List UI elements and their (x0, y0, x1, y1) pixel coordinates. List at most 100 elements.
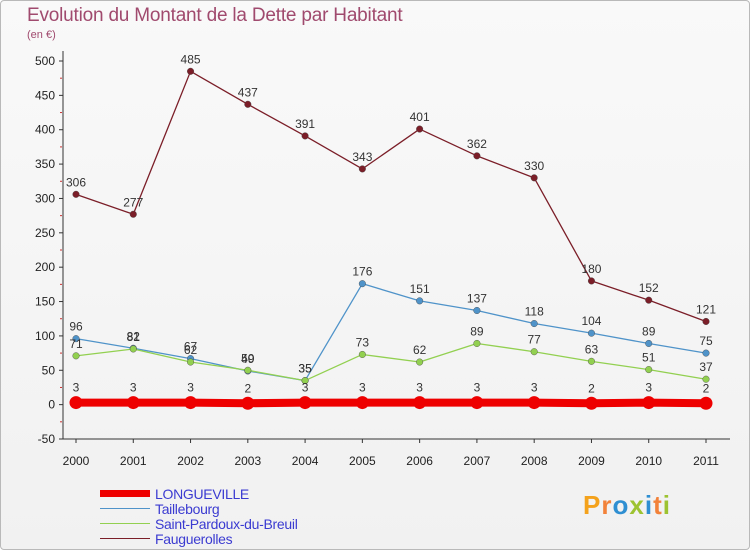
logo-letter: r (601, 490, 613, 520)
data-label: 2 (703, 381, 710, 395)
x-tick-label: 2001 (120, 454, 147, 468)
y-tick-label: 0 (48, 398, 55, 412)
x-tick-label: 2009 (578, 454, 605, 468)
data-label: 391 (295, 117, 315, 131)
data-point (416, 125, 424, 133)
data-label: 180 (581, 262, 601, 276)
legend-swatch-longueville (100, 490, 150, 497)
legend-label-saint-pardoux: Saint-Pardoux-du-Breuil (155, 515, 298, 532)
data-point (699, 396, 713, 410)
data-point (244, 100, 252, 108)
y-tick-label: 200 (35, 260, 55, 274)
data-point (645, 296, 653, 304)
data-label: 49 (241, 352, 255, 366)
data-label: 2 (588, 381, 595, 395)
data-label: 96 (69, 320, 83, 334)
y-tick-label: 100 (35, 329, 55, 343)
data-point (584, 396, 598, 410)
logo-letter: o (612, 490, 630, 520)
logo-letter: i (662, 490, 671, 520)
data-point (642, 396, 656, 410)
data-label: 330 (524, 159, 544, 173)
data-label: 151 (410, 282, 430, 296)
data-point (187, 67, 195, 75)
series-line (75, 283, 707, 382)
y-tick-label: 400 (35, 123, 55, 137)
data-point (72, 335, 80, 343)
series-longueville: 3 3 3 2 3 3 3 3 3 2 3 2 (69, 381, 713, 410)
data-point (530, 320, 538, 328)
data-point (527, 396, 541, 410)
data-point (241, 396, 255, 410)
data-point (702, 375, 710, 383)
data-point (645, 366, 653, 374)
data-label: 104 (581, 314, 601, 328)
data-label: 51 (642, 351, 656, 365)
data-point (473, 152, 481, 160)
series-line (75, 70, 707, 323)
data-label: 3 (73, 381, 80, 395)
data-label: 3 (130, 381, 137, 395)
data-label: 71 (69, 337, 83, 351)
legend-swatch-saint-pardoux (100, 523, 150, 524)
data-point (702, 317, 710, 325)
data-point (187, 358, 195, 366)
data-label: 77 (528, 333, 542, 347)
logo-letter: P (583, 490, 602, 520)
data-point (355, 396, 369, 410)
legend-item-saint-pardoux: Saint-Pardoux-du-Breuil (100, 515, 298, 532)
data-label: 3 (359, 381, 366, 395)
legend-item-faugueroll​es: Faugueroll​es (100, 530, 298, 547)
legend-item-longueville: LONGUEVILLE (100, 485, 298, 502)
legend-swatch-taillebourg (100, 508, 150, 509)
data-point (413, 396, 427, 410)
x-tick-label: 2008 (521, 454, 548, 468)
data-label: 118 (525, 305, 544, 319)
data-point (530, 348, 538, 356)
data-point (473, 306, 481, 314)
y-tick-label: 250 (35, 226, 55, 240)
data-label: 277 (123, 195, 143, 209)
data-label: 62 (413, 343, 427, 357)
x-tick-label: 2000 (63, 454, 90, 468)
data-point (358, 350, 366, 358)
x-tick-label: 2011 (693, 454, 719, 468)
data-point (129, 345, 137, 353)
data-label: 89 (642, 324, 656, 338)
series-taillebourg: 96 82 67 49 35 176 151 137 118 104 89 75 (69, 265, 713, 385)
series-line (75, 342, 707, 382)
data-point (184, 396, 198, 410)
chart-unit-label: (en €) (27, 29, 56, 41)
legend-label-longueville: LONGUEVILLE (155, 485, 249, 502)
data-label: 67 (184, 340, 198, 354)
logo-letter: x (629, 490, 645, 520)
data-point (473, 339, 481, 347)
data-point (129, 210, 137, 218)
data-label: 81 (127, 330, 141, 344)
data-point (645, 339, 653, 347)
proxiti-logo: Proxiti (583, 490, 671, 521)
data-label: 362 (467, 137, 487, 151)
data-label: 35 (298, 362, 312, 376)
y-tick-label: 500 (35, 54, 55, 68)
data-point (72, 190, 80, 198)
data-point (530, 174, 538, 182)
data-point (69, 396, 83, 410)
data-label: 82 (127, 329, 141, 343)
data-label: 343 (352, 150, 372, 164)
data-label: 3 (645, 381, 652, 395)
data-point (72, 352, 80, 360)
data-point (301, 377, 309, 385)
x-tick-label: 2006 (406, 454, 433, 468)
data-point (358, 165, 366, 173)
data-label: 62 (184, 343, 198, 357)
x-tick-label: 2005 (349, 454, 376, 468)
data-label: 89 (470, 324, 484, 338)
legend-item-taillebourg: Taillebourg (100, 501, 298, 517)
data-label: 152 (639, 281, 659, 295)
x-tick-label: 2003 (234, 454, 261, 468)
legend-label-faugueroll​es: Faugueroll​es (155, 530, 233, 547)
logo-letter: i (644, 490, 654, 520)
